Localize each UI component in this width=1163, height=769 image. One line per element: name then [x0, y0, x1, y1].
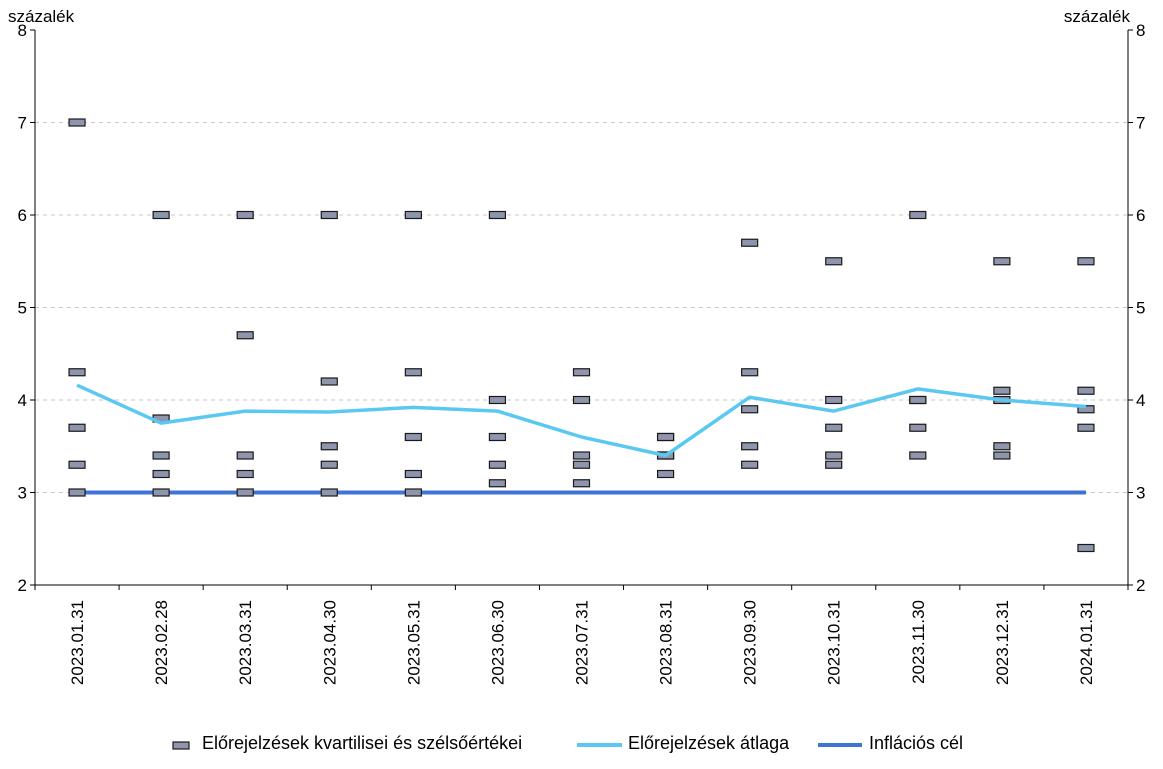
legend-label-mean: Előrejelzések átlaga — [628, 733, 790, 753]
marker-5-1 — [488, 460, 507, 469]
marker-6-4 — [572, 368, 591, 377]
x-tick-label-1: 2023.02.28 — [152, 600, 171, 685]
y-unit-left: százalék — [8, 7, 75, 26]
marker-5-0 — [488, 479, 507, 488]
marker-8-0 — [741, 460, 759, 469]
marker-5-3 — [488, 395, 507, 405]
y-tick-label-left-2: 4 — [18, 391, 27, 410]
x-tick-label-10: 2023.11.30 — [909, 600, 928, 684]
x-tick-label-4: 2023.05.31 — [404, 600, 423, 685]
marker-11-1 — [993, 442, 1011, 451]
series-mean-line — [76, 383, 1087, 458]
y-tick-label-right-2: 4 — [1136, 391, 1145, 410]
marker-10-0 — [909, 451, 927, 460]
marker-8-2 — [741, 405, 759, 414]
y-tick-label-left-5: 7 — [18, 114, 27, 133]
y-tick-label-left-3: 5 — [18, 299, 27, 318]
marker-10-1 — [909, 423, 927, 432]
marker-3-0 — [320, 488, 338, 497]
marker-3-1 — [320, 460, 338, 469]
marker-4-0 — [404, 488, 422, 497]
marker-10-3 — [909, 395, 927, 405]
marker-12-0 — [1077, 543, 1095, 553]
marker-3-2 — [320, 442, 338, 451]
x-tick-label-5: 2023.06.30 — [488, 600, 507, 685]
x-tick-label-12: 2024.01.31 — [1077, 600, 1096, 685]
y-tick-label-right-0: 2 — [1136, 576, 1145, 595]
mean-line-path — [76, 383, 1087, 458]
y-tick-label-right-4: 6 — [1136, 206, 1145, 225]
legend: Előrejelzések kvartilisei és szélsőérték… — [172, 733, 963, 753]
y-unit-right: százalék — [1064, 7, 1131, 26]
marker-2-3 — [236, 331, 254, 340]
marker-6-2 — [572, 451, 591, 460]
marker-9-0 — [825, 460, 843, 469]
marker-12-1 — [1077, 423, 1095, 432]
marker-5-2 — [488, 432, 507, 442]
marker-6-0 — [572, 479, 591, 488]
y-tick-label-right-6: 8 — [1136, 21, 1145, 40]
marker-8-3 — [741, 368, 759, 377]
marker-0-0 — [68, 488, 86, 497]
x-tick-label-9: 2023.10.31 — [825, 600, 844, 685]
marker-4-1 — [404, 469, 422, 479]
x-tick-label-11: 2023.12.31 — [993, 600, 1012, 685]
marker-10-4 — [909, 210, 927, 220]
marker-4-2 — [404, 432, 422, 442]
marker-1-2 — [152, 451, 170, 460]
marker-0-4 — [68, 118, 86, 127]
y-tick-label-right-3: 5 — [1136, 299, 1145, 318]
marker-11-0 — [993, 451, 1011, 460]
legend-label-quartiles: Előrejelzések kvartilisei és szélsőérték… — [202, 733, 522, 753]
marker-3-3 — [320, 377, 338, 386]
marker-7-4 — [656, 432, 675, 442]
marker-8-1 — [741, 442, 759, 451]
x-tick-label-2: 2023.03.31 — [236, 600, 255, 685]
marker-9-3 — [825, 395, 843, 405]
marker-4-4 — [404, 210, 422, 220]
marker-11-3 — [993, 386, 1011, 395]
marker-1-4 — [152, 210, 170, 220]
y-tick-label-left-6: 8 — [18, 21, 27, 40]
y-tick-label-right-5: 7 — [1136, 114, 1145, 133]
marker-0-1 — [68, 460, 86, 469]
marker-2-4 — [236, 210, 254, 220]
marker-6-1 — [572, 460, 591, 469]
marker-9-1 — [825, 451, 843, 460]
marker-2-0 — [236, 488, 254, 497]
marker-5-4 — [488, 210, 507, 220]
y-tick-label-left-1: 3 — [18, 484, 27, 503]
legend-marker-swatch — [172, 741, 190, 750]
marker-12-3 — [1077, 386, 1095, 395]
marker-9-2 — [825, 423, 843, 432]
marker-11-4 — [993, 257, 1011, 266]
marker-8-4 — [741, 238, 759, 247]
x-tick-label-0: 2023.01.31 — [68, 600, 87, 685]
marker-4-3 — [404, 368, 422, 377]
marker-6-3 — [572, 395, 591, 405]
x-tick-label-6: 2023.07.31 — [573, 600, 592, 685]
marker-1-1 — [152, 469, 170, 479]
series-quartile-markers — [68, 118, 1095, 553]
marker-7-0 — [656, 469, 675, 479]
x-tick-label-7: 2023.08.31 — [657, 600, 676, 685]
y-tick-label-right-1: 3 — [1136, 484, 1145, 503]
marker-9-4 — [825, 257, 843, 266]
marker-2-2 — [236, 451, 254, 460]
y-tick-label-left-0: 2 — [18, 576, 27, 595]
x-tick-label-3: 2023.04.30 — [320, 600, 339, 685]
x-tick-label-8: 2023.09.30 — [741, 600, 760, 685]
legend-label-target: Inflációs cél — [869, 733, 963, 753]
marker-0-2 — [68, 423, 86, 432]
marker-2-1 — [236, 469, 254, 479]
axes — [30, 29, 1133, 590]
marker-1-0 — [152, 488, 170, 497]
marker-0-3 — [68, 368, 86, 377]
marker-12-4 — [1077, 257, 1095, 266]
marker-3-4 — [320, 210, 338, 220]
y-tick-label-left-4: 6 — [18, 206, 27, 225]
tick-labels: 2 2 3 3 4 4 5 5 6 6 7 7 8 8 2023.01.31 2023.02.28 2023.0… — [18, 21, 1146, 685]
